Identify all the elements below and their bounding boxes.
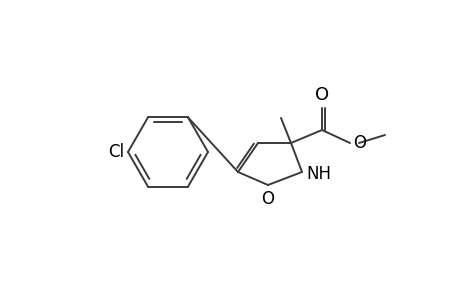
Text: Cl: Cl — [108, 143, 124, 161]
Text: NH: NH — [305, 165, 330, 183]
Text: O: O — [352, 134, 365, 152]
Text: O: O — [314, 86, 328, 104]
Text: O: O — [261, 190, 274, 208]
